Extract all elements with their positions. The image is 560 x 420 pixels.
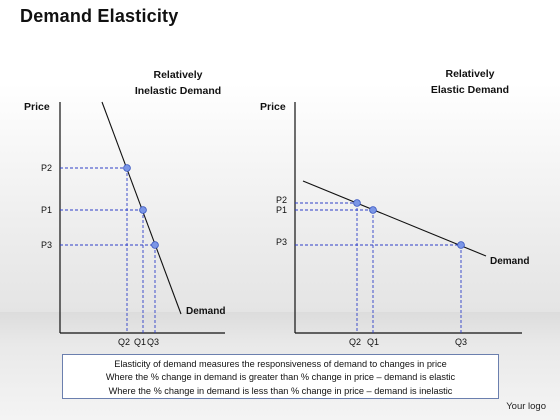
- right-point-p2: [353, 199, 361, 207]
- left-label-q3: Q3: [147, 337, 159, 347]
- logo-text: Your logo: [506, 401, 546, 412]
- caption-line-2: Where the % change in demand is greater …: [105, 372, 456, 383]
- right-y-axis-label: Price: [260, 101, 286, 113]
- left-heading-line2: Inelastic Demand: [135, 85, 221, 97]
- left-label-q1: Q1: [134, 337, 146, 347]
- right-label-q1: Q1: [367, 337, 379, 347]
- left-heading-line1: Relatively: [153, 69, 202, 81]
- right-point-p1: [369, 206, 377, 214]
- right-heading-line2: Elastic Demand: [431, 84, 509, 96]
- left-demand-label: Demand: [186, 306, 225, 317]
- right-heading-line1: Relatively: [445, 68, 494, 80]
- right-panel: Relatively Elastic Demand Price Demand P…: [260, 68, 529, 347]
- left-label-p1: P1: [41, 205, 52, 215]
- right-demand-curve: [302, 180, 487, 257]
- page-title: Demand Elasticity: [20, 6, 179, 26]
- left-label-p2: P2: [41, 163, 52, 173]
- left-label-p3: P3: [41, 240, 52, 250]
- caption-box: Elasticity of demand measures the respon…: [62, 354, 499, 399]
- right-label-p3: P3: [276, 237, 287, 247]
- right-demand-label: Demand: [490, 256, 529, 267]
- left-y-axis-label: Price: [24, 101, 50, 113]
- right-label-p2: P2: [276, 195, 287, 205]
- left-panel: Relatively Inelastic Demand Price Demand…: [24, 69, 225, 347]
- right-point-p3: [457, 241, 465, 249]
- right-label-q2: Q2: [349, 337, 361, 347]
- right-label-p1: P1: [276, 205, 287, 215]
- left-point-p3: [151, 241, 159, 249]
- left-point-p1: [139, 206, 147, 214]
- right-label-q3: Q3: [455, 337, 467, 347]
- caption-line-1: Elasticity of demand measures the respon…: [114, 359, 447, 369]
- left-point-p2: [123, 164, 131, 172]
- caption-line-3: Where the % change in demand is less tha…: [108, 385, 453, 396]
- left-label-q2: Q2: [118, 337, 130, 347]
